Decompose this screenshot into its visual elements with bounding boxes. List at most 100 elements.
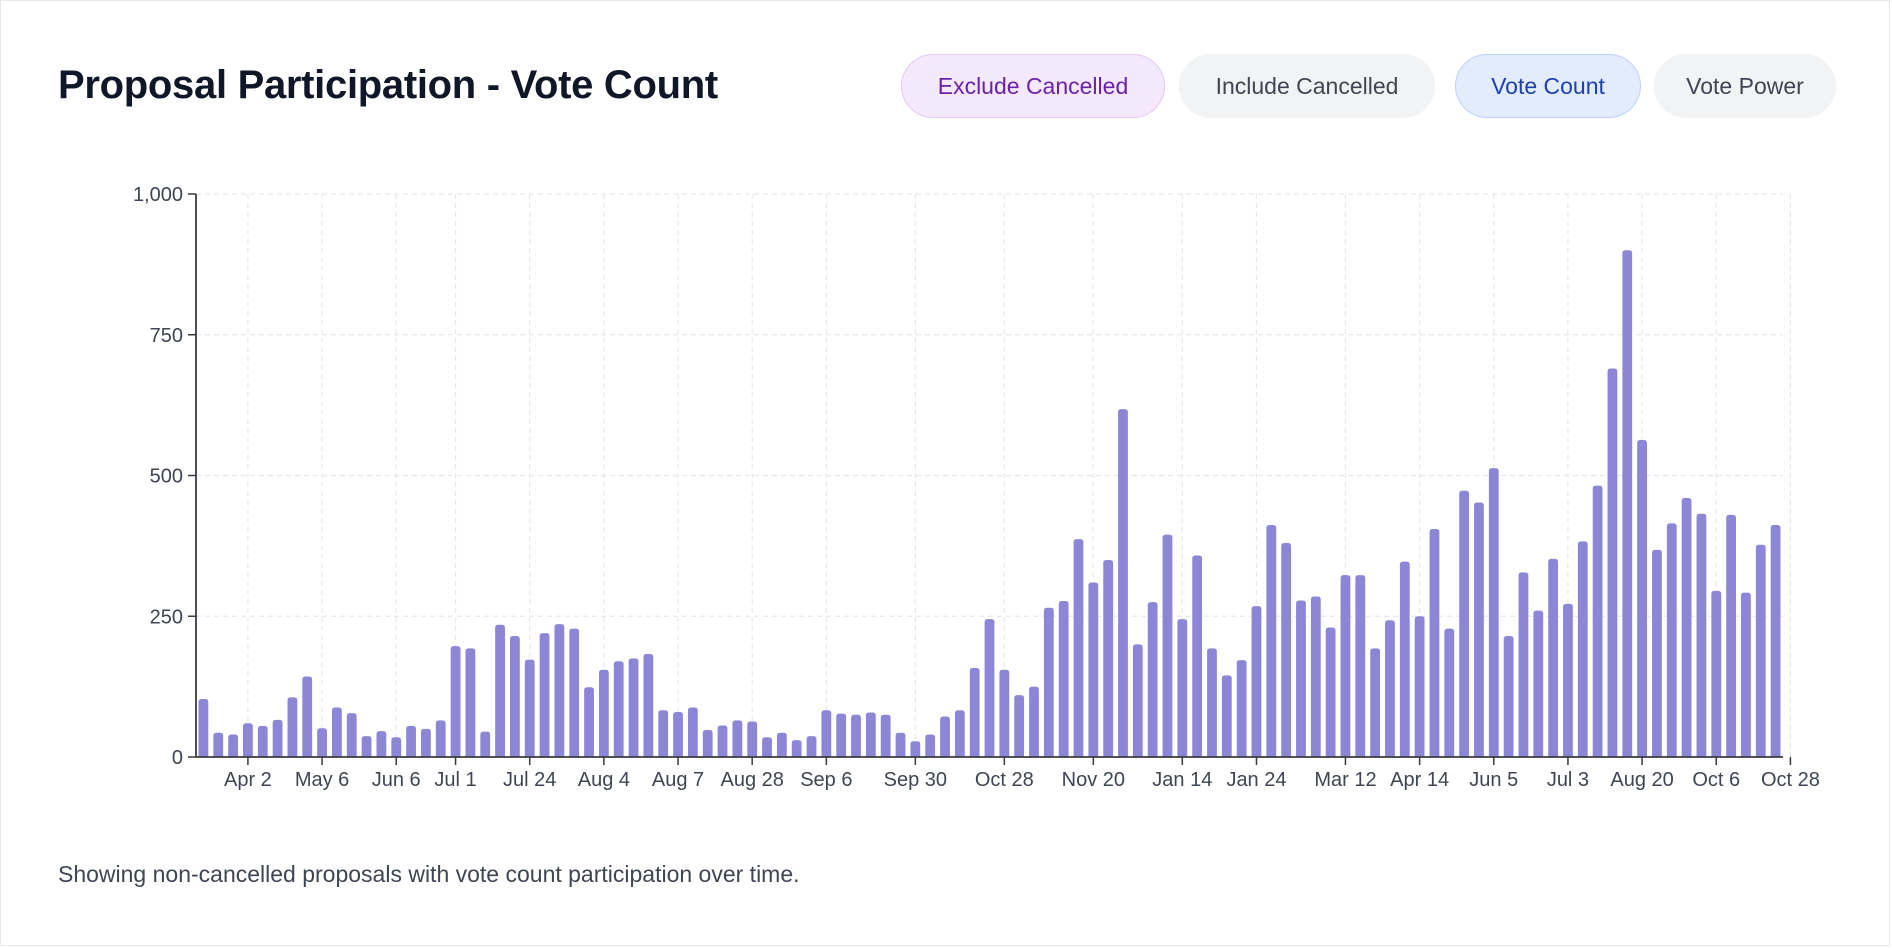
bar[interactable]	[762, 737, 772, 757]
bar[interactable]	[524, 659, 535, 757]
exclude-cancelled-button[interactable]: Exclude Cancelled	[901, 54, 1165, 118]
bar[interactable]	[1325, 627, 1336, 757]
bar[interactable]	[851, 714, 861, 757]
bar[interactable]	[1577, 541, 1588, 757]
bar[interactable]	[272, 719, 283, 757]
bar[interactable]	[1132, 644, 1143, 757]
bar[interactable]	[1088, 582, 1099, 757]
bar[interactable]	[1177, 619, 1188, 757]
bar[interactable]	[1681, 498, 1692, 757]
bar[interactable]	[658, 710, 669, 757]
bar[interactable]	[257, 726, 268, 757]
bar[interactable]	[228, 734, 238, 757]
bar[interactable]	[1652, 549, 1662, 757]
bar[interactable]	[1444, 628, 1455, 757]
bar[interactable]	[1058, 601, 1069, 757]
bar[interactable]	[1592, 485, 1603, 757]
bar[interactable]	[198, 699, 209, 757]
bar[interactable]	[584, 687, 594, 757]
bar[interactable]	[702, 729, 713, 757]
bar[interactable]	[732, 720, 743, 757]
bar[interactable]	[687, 707, 698, 757]
bar[interactable]	[1548, 558, 1559, 757]
bar[interactable]	[717, 725, 728, 757]
bar[interactable]	[1666, 523, 1677, 757]
bar[interactable]	[1118, 409, 1128, 757]
bar[interactable]	[1637, 440, 1647, 757]
bar[interactable]	[509, 635, 520, 757]
bar[interactable]	[1310, 596, 1321, 757]
bar[interactable]	[836, 713, 847, 757]
bar[interactable]	[984, 619, 995, 757]
bar[interactable]	[999, 669, 1010, 757]
bar[interactable]	[1073, 539, 1084, 757]
bar[interactable]	[332, 707, 342, 757]
bar[interactable]	[1103, 559, 1114, 757]
bar[interactable]	[1147, 602, 1158, 757]
bar[interactable]	[1503, 635, 1514, 757]
bar[interactable]	[1340, 575, 1351, 757]
bar[interactable]	[495, 624, 505, 757]
bar[interactable]	[1029, 686, 1039, 757]
bar[interactable]	[1266, 525, 1277, 757]
bar[interactable]	[480, 731, 491, 757]
bar[interactable]	[1755, 544, 1766, 757]
bar[interactable]	[1296, 600, 1306, 757]
bar[interactable]	[1370, 648, 1381, 757]
bar[interactable]	[1399, 561, 1410, 757]
bar[interactable]	[880, 714, 891, 757]
bar[interactable]	[1355, 575, 1366, 757]
bar[interactable]	[1607, 368, 1618, 757]
bar[interactable]	[361, 736, 372, 757]
bar[interactable]	[539, 633, 550, 757]
bar[interactable]	[554, 624, 565, 757]
bar[interactable]	[954, 710, 965, 757]
bar[interactable]	[1014, 695, 1025, 757]
bar[interactable]	[287, 697, 298, 757]
bar[interactable]	[569, 628, 580, 757]
bar[interactable]	[791, 740, 802, 757]
bar[interactable]	[821, 710, 832, 757]
bar[interactable]	[1162, 534, 1173, 757]
bar[interactable]	[776, 732, 787, 757]
bar[interactable]	[673, 711, 683, 757]
bar[interactable]	[1459, 490, 1470, 757]
bar[interactable]	[1236, 660, 1247, 757]
bar[interactable]	[391, 737, 402, 757]
include-cancelled-button[interactable]: Include Cancelled	[1179, 54, 1435, 118]
bar[interactable]	[1043, 607, 1054, 757]
bar[interactable]	[1207, 648, 1217, 757]
bar[interactable]	[895, 732, 906, 757]
bar[interactable]	[806, 736, 817, 757]
bar[interactable]	[317, 728, 327, 757]
bar[interactable]	[406, 726, 416, 757]
bar[interactable]	[628, 658, 639, 757]
bar[interactable]	[1696, 513, 1707, 757]
bar[interactable]	[1488, 468, 1499, 757]
bar[interactable]	[1622, 250, 1633, 758]
bar[interactable]	[1563, 603, 1573, 757]
bar[interactable]	[969, 668, 980, 757]
bar[interactable]	[940, 716, 950, 757]
bar[interactable]	[643, 653, 654, 757]
bar[interactable]	[1221, 675, 1232, 757]
bar[interactable]	[1533, 610, 1544, 757]
bar[interactable]	[450, 646, 461, 757]
bar[interactable]	[1192, 555, 1203, 757]
bar[interactable]	[243, 723, 253, 757]
bar[interactable]	[376, 731, 387, 757]
bar[interactable]	[910, 741, 921, 757]
bar[interactable]	[1518, 572, 1529, 757]
bar[interactable]	[598, 669, 609, 757]
bar[interactable]	[613, 661, 624, 757]
bar[interactable]	[1251, 606, 1262, 757]
vote-power-button[interactable]: Vote Power	[1654, 54, 1836, 118]
bar[interactable]	[865, 712, 876, 757]
bar[interactable]	[1711, 590, 1722, 757]
bar[interactable]	[1770, 525, 1781, 757]
bar[interactable]	[925, 734, 936, 757]
vote-count-button[interactable]: Vote Count	[1455, 54, 1641, 118]
bar[interactable]	[747, 721, 758, 757]
bar[interactable]	[420, 728, 431, 757]
bar[interactable]	[1726, 514, 1736, 757]
